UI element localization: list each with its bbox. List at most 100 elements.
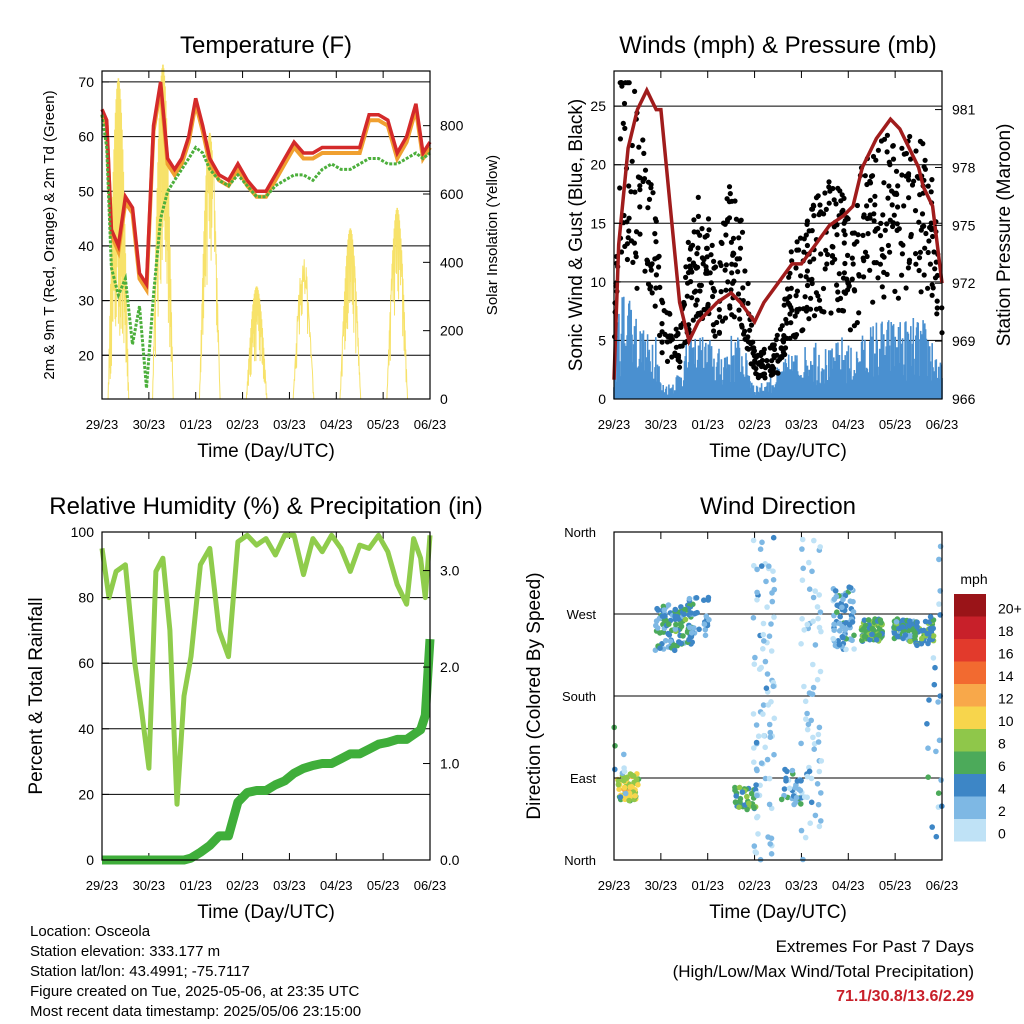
- direction-point: [770, 683, 777, 690]
- direction-point: [812, 812, 819, 819]
- gust-point: [871, 218, 877, 224]
- gust-point: [854, 239, 860, 245]
- gust-point: [673, 326, 679, 332]
- gust-point: [889, 188, 895, 194]
- gust-point: [740, 285, 746, 291]
- gust-point: [835, 185, 841, 191]
- gust-point: [885, 242, 892, 249]
- gust-point: [657, 332, 663, 338]
- gust-point: [631, 240, 638, 246]
- gust-point: [884, 271, 890, 277]
- gust-point: [878, 138, 885, 144]
- plot-frame: [101, 70, 431, 400]
- y-right-tick-label: 966: [952, 391, 976, 407]
- gust-point: [841, 240, 847, 246]
- gust-point: [794, 307, 800, 313]
- gust-point: [691, 217, 697, 223]
- gust-point: [887, 217, 893, 223]
- direction-point: [615, 781, 622, 788]
- gust-point: [626, 228, 632, 234]
- gust-point: [637, 231, 643, 237]
- gust-point: [641, 176, 648, 182]
- direction-point: [925, 745, 931, 751]
- gust-point: [856, 273, 862, 279]
- y-right-tick-label: 978: [952, 159, 976, 175]
- y-tick-label: North: [564, 853, 596, 868]
- gust-point: [899, 172, 905, 178]
- direction-point: [926, 697, 932, 703]
- colorbar-swatch: [954, 616, 986, 639]
- x-tick-label: 04/23: [832, 878, 865, 893]
- direction-point: [753, 782, 759, 788]
- gust-point: [652, 303, 658, 309]
- gust-point: [928, 189, 934, 195]
- gust-point: [842, 232, 848, 238]
- y-tick-label: 25: [590, 98, 606, 114]
- panel-temperature: Temperature (F) 29/23 30/23 01/23 02/23 03/23…: [41, 32, 501, 462]
- gust-point: [809, 276, 815, 282]
- gust-point: [653, 239, 659, 245]
- gust-point: [730, 250, 736, 256]
- direction-point: [804, 710, 810, 717]
- gust-point: [753, 366, 759, 372]
- gust-point: [820, 285, 827, 292]
- gust-point: [881, 294, 887, 300]
- gust-point: [785, 300, 791, 306]
- gust-point: [828, 310, 834, 316]
- direction-point: [831, 627, 837, 633]
- gust-point: [886, 159, 892, 165]
- y-tick-label: 40: [78, 238, 94, 254]
- gust-point: [786, 274, 792, 280]
- direction-point: [754, 767, 760, 774]
- gust-point: [675, 357, 681, 363]
- direction-point: [902, 632, 909, 638]
- gust-point: [716, 329, 723, 335]
- gust-point: [722, 267, 728, 273]
- gust-point: [912, 208, 919, 214]
- gust-point: [695, 213, 702, 219]
- gust-point: [877, 261, 884, 267]
- gust-point: [685, 270, 692, 276]
- gust-point: [649, 290, 655, 296]
- direction-point: [665, 602, 672, 608]
- direction-point: [751, 562, 757, 569]
- gust-point: [889, 202, 895, 208]
- direction-point: [831, 596, 838, 602]
- direction-point: [814, 781, 821, 787]
- gust-point: [829, 253, 835, 259]
- gust-point: [879, 253, 886, 259]
- direction-point: [907, 638, 914, 645]
- gust-point: [775, 358, 781, 364]
- direction-point: [754, 792, 760, 799]
- x-tick-label: 01/23: [179, 417, 212, 432]
- gust-point: [625, 235, 631, 241]
- gust-point: [711, 265, 717, 271]
- station-location: Location: Osceola: [30, 923, 151, 940]
- direction-point: [836, 641, 843, 648]
- direction-point: [804, 726, 811, 733]
- y-right-tick-label: 972: [952, 275, 976, 291]
- gust-point: [787, 270, 793, 276]
- x-tick-label: 30/23: [133, 878, 166, 893]
- direction-point: [621, 751, 627, 758]
- gust-point: [691, 229, 697, 235]
- gust-point: [817, 202, 823, 208]
- x-tick-label: 05/23: [879, 417, 912, 432]
- gust-point: [748, 322, 755, 328]
- direction-point: [756, 666, 763, 672]
- direction-point: [839, 604, 845, 611]
- x-tick-label: 02/23: [738, 417, 771, 432]
- direction-point: [771, 751, 777, 758]
- direction-point: [850, 598, 856, 605]
- gust-point: [804, 242, 811, 249]
- gust-point: [739, 324, 745, 330]
- gust-point: [934, 311, 940, 317]
- direction-point: [801, 627, 807, 633]
- gust-point: [704, 245, 710, 251]
- gust-point: [929, 292, 935, 298]
- colorbar-label: 14: [998, 668, 1014, 684]
- gust-point: [906, 177, 912, 183]
- gust-point: [813, 306, 820, 312]
- x-axis-label: Time (Day/UTC): [709, 902, 847, 923]
- gust-point: [661, 308, 667, 314]
